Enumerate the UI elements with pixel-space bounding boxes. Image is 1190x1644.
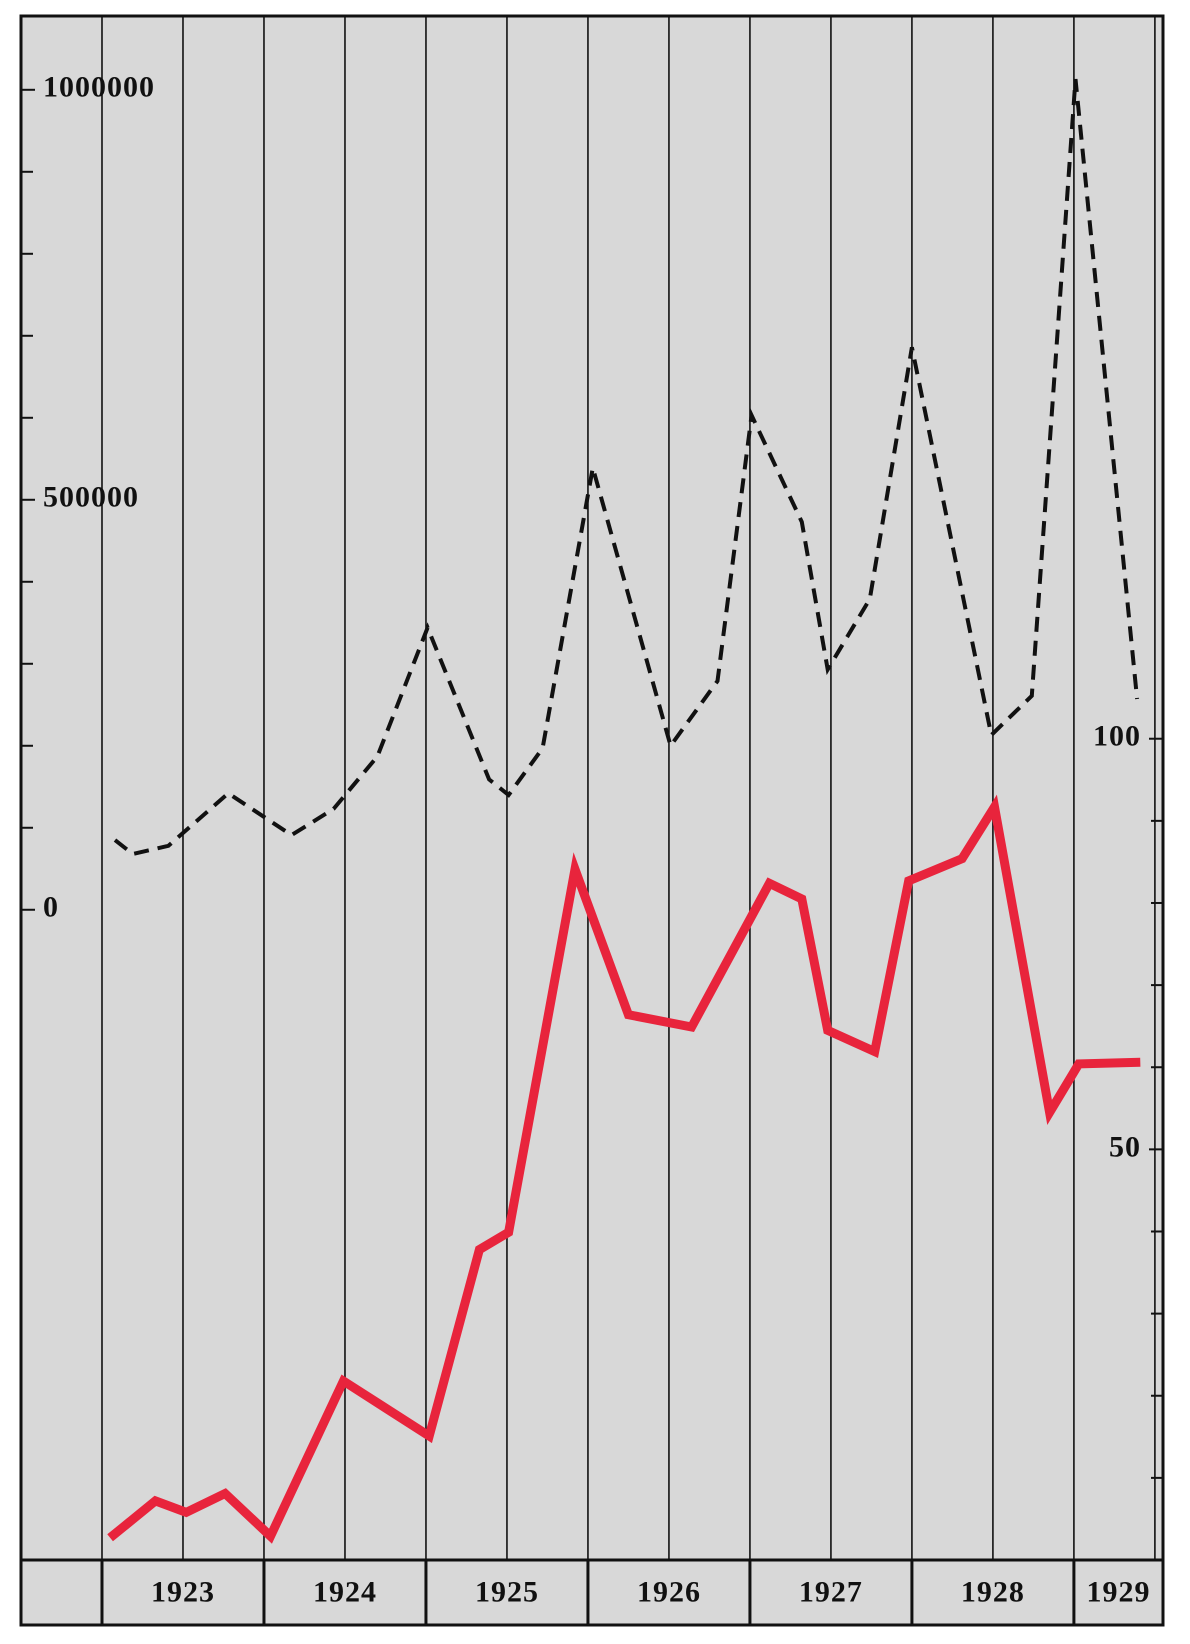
x-tick-label: 1924 — [313, 1575, 377, 1608]
y-tick-label: 0 — [43, 891, 59, 924]
x-tick-label: 1927 — [799, 1575, 863, 1608]
x-tick-label: 1926 — [637, 1575, 701, 1608]
y-tick-label: 1000000 — [43, 71, 155, 104]
x-tick-label: 1923 — [151, 1575, 215, 1608]
y2-tick-label: 50 — [1109, 1130, 1141, 1163]
plot-background — [19, 14, 1165, 1627]
x-tick-label: 1928 — [961, 1575, 1025, 1608]
y2-tick-label: 100 — [1093, 720, 1141, 753]
line — [107, 794, 1141, 1544]
x-tick-label: 1925 — [475, 1575, 539, 1608]
y-tick-label: 500000 — [43, 481, 139, 514]
x-tick-label: 1929 — [1086, 1575, 1150, 1608]
